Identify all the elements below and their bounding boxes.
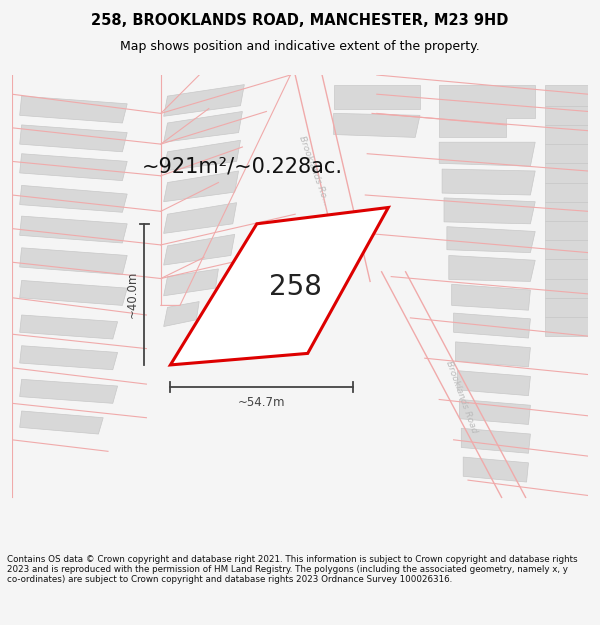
- Polygon shape: [164, 140, 241, 171]
- Polygon shape: [20, 315, 118, 339]
- Text: ~40.0m: ~40.0m: [125, 271, 139, 318]
- Polygon shape: [545, 125, 588, 144]
- Polygon shape: [545, 221, 588, 240]
- Polygon shape: [20, 248, 127, 274]
- Polygon shape: [449, 256, 535, 281]
- Polygon shape: [461, 428, 530, 453]
- Polygon shape: [545, 163, 588, 182]
- Polygon shape: [545, 106, 588, 125]
- Polygon shape: [545, 84, 588, 106]
- Text: Brooklands Ro...: Brooklands Ro...: [296, 135, 330, 207]
- Polygon shape: [545, 279, 588, 298]
- Polygon shape: [164, 202, 236, 233]
- Polygon shape: [452, 284, 530, 310]
- Polygon shape: [20, 379, 118, 403]
- Polygon shape: [460, 399, 530, 424]
- Polygon shape: [164, 234, 235, 265]
- Polygon shape: [334, 84, 420, 109]
- Text: 258, BROOKLANDS ROAD, MANCHESTER, M23 9HD: 258, BROOKLANDS ROAD, MANCHESTER, M23 9H…: [91, 12, 509, 28]
- Polygon shape: [164, 84, 244, 116]
- Polygon shape: [20, 411, 103, 434]
- Polygon shape: [545, 202, 588, 221]
- Polygon shape: [545, 182, 588, 202]
- Polygon shape: [439, 84, 535, 138]
- Polygon shape: [457, 371, 530, 396]
- Polygon shape: [164, 269, 218, 296]
- Text: Brooklands Road: Brooklands Road: [444, 359, 479, 434]
- Polygon shape: [545, 259, 588, 279]
- Polygon shape: [545, 317, 588, 336]
- Polygon shape: [545, 240, 588, 259]
- Text: Contains OS data © Crown copyright and database right 2021. This information is : Contains OS data © Crown copyright and d…: [7, 554, 578, 584]
- Text: 258: 258: [269, 273, 322, 301]
- Polygon shape: [439, 142, 535, 166]
- Text: ~54.7m: ~54.7m: [238, 396, 286, 409]
- Text: Map shows position and indicative extent of the property.: Map shows position and indicative extent…: [120, 40, 480, 53]
- Polygon shape: [463, 457, 529, 482]
- Polygon shape: [20, 281, 127, 306]
- Polygon shape: [444, 198, 535, 224]
- Polygon shape: [20, 154, 127, 181]
- Polygon shape: [334, 113, 420, 138]
- Polygon shape: [20, 125, 127, 152]
- Polygon shape: [20, 216, 127, 243]
- Polygon shape: [20, 96, 127, 123]
- Polygon shape: [545, 144, 588, 163]
- Polygon shape: [454, 313, 530, 338]
- Polygon shape: [20, 186, 127, 213]
- Polygon shape: [455, 342, 530, 367]
- Polygon shape: [545, 298, 588, 317]
- Polygon shape: [164, 171, 239, 202]
- Polygon shape: [447, 227, 535, 253]
- Polygon shape: [20, 346, 118, 370]
- Polygon shape: [170, 208, 388, 365]
- Polygon shape: [164, 301, 199, 326]
- Text: ~921m²/~0.228ac.: ~921m²/~0.228ac.: [142, 156, 343, 176]
- Polygon shape: [164, 111, 242, 142]
- Polygon shape: [442, 169, 535, 195]
